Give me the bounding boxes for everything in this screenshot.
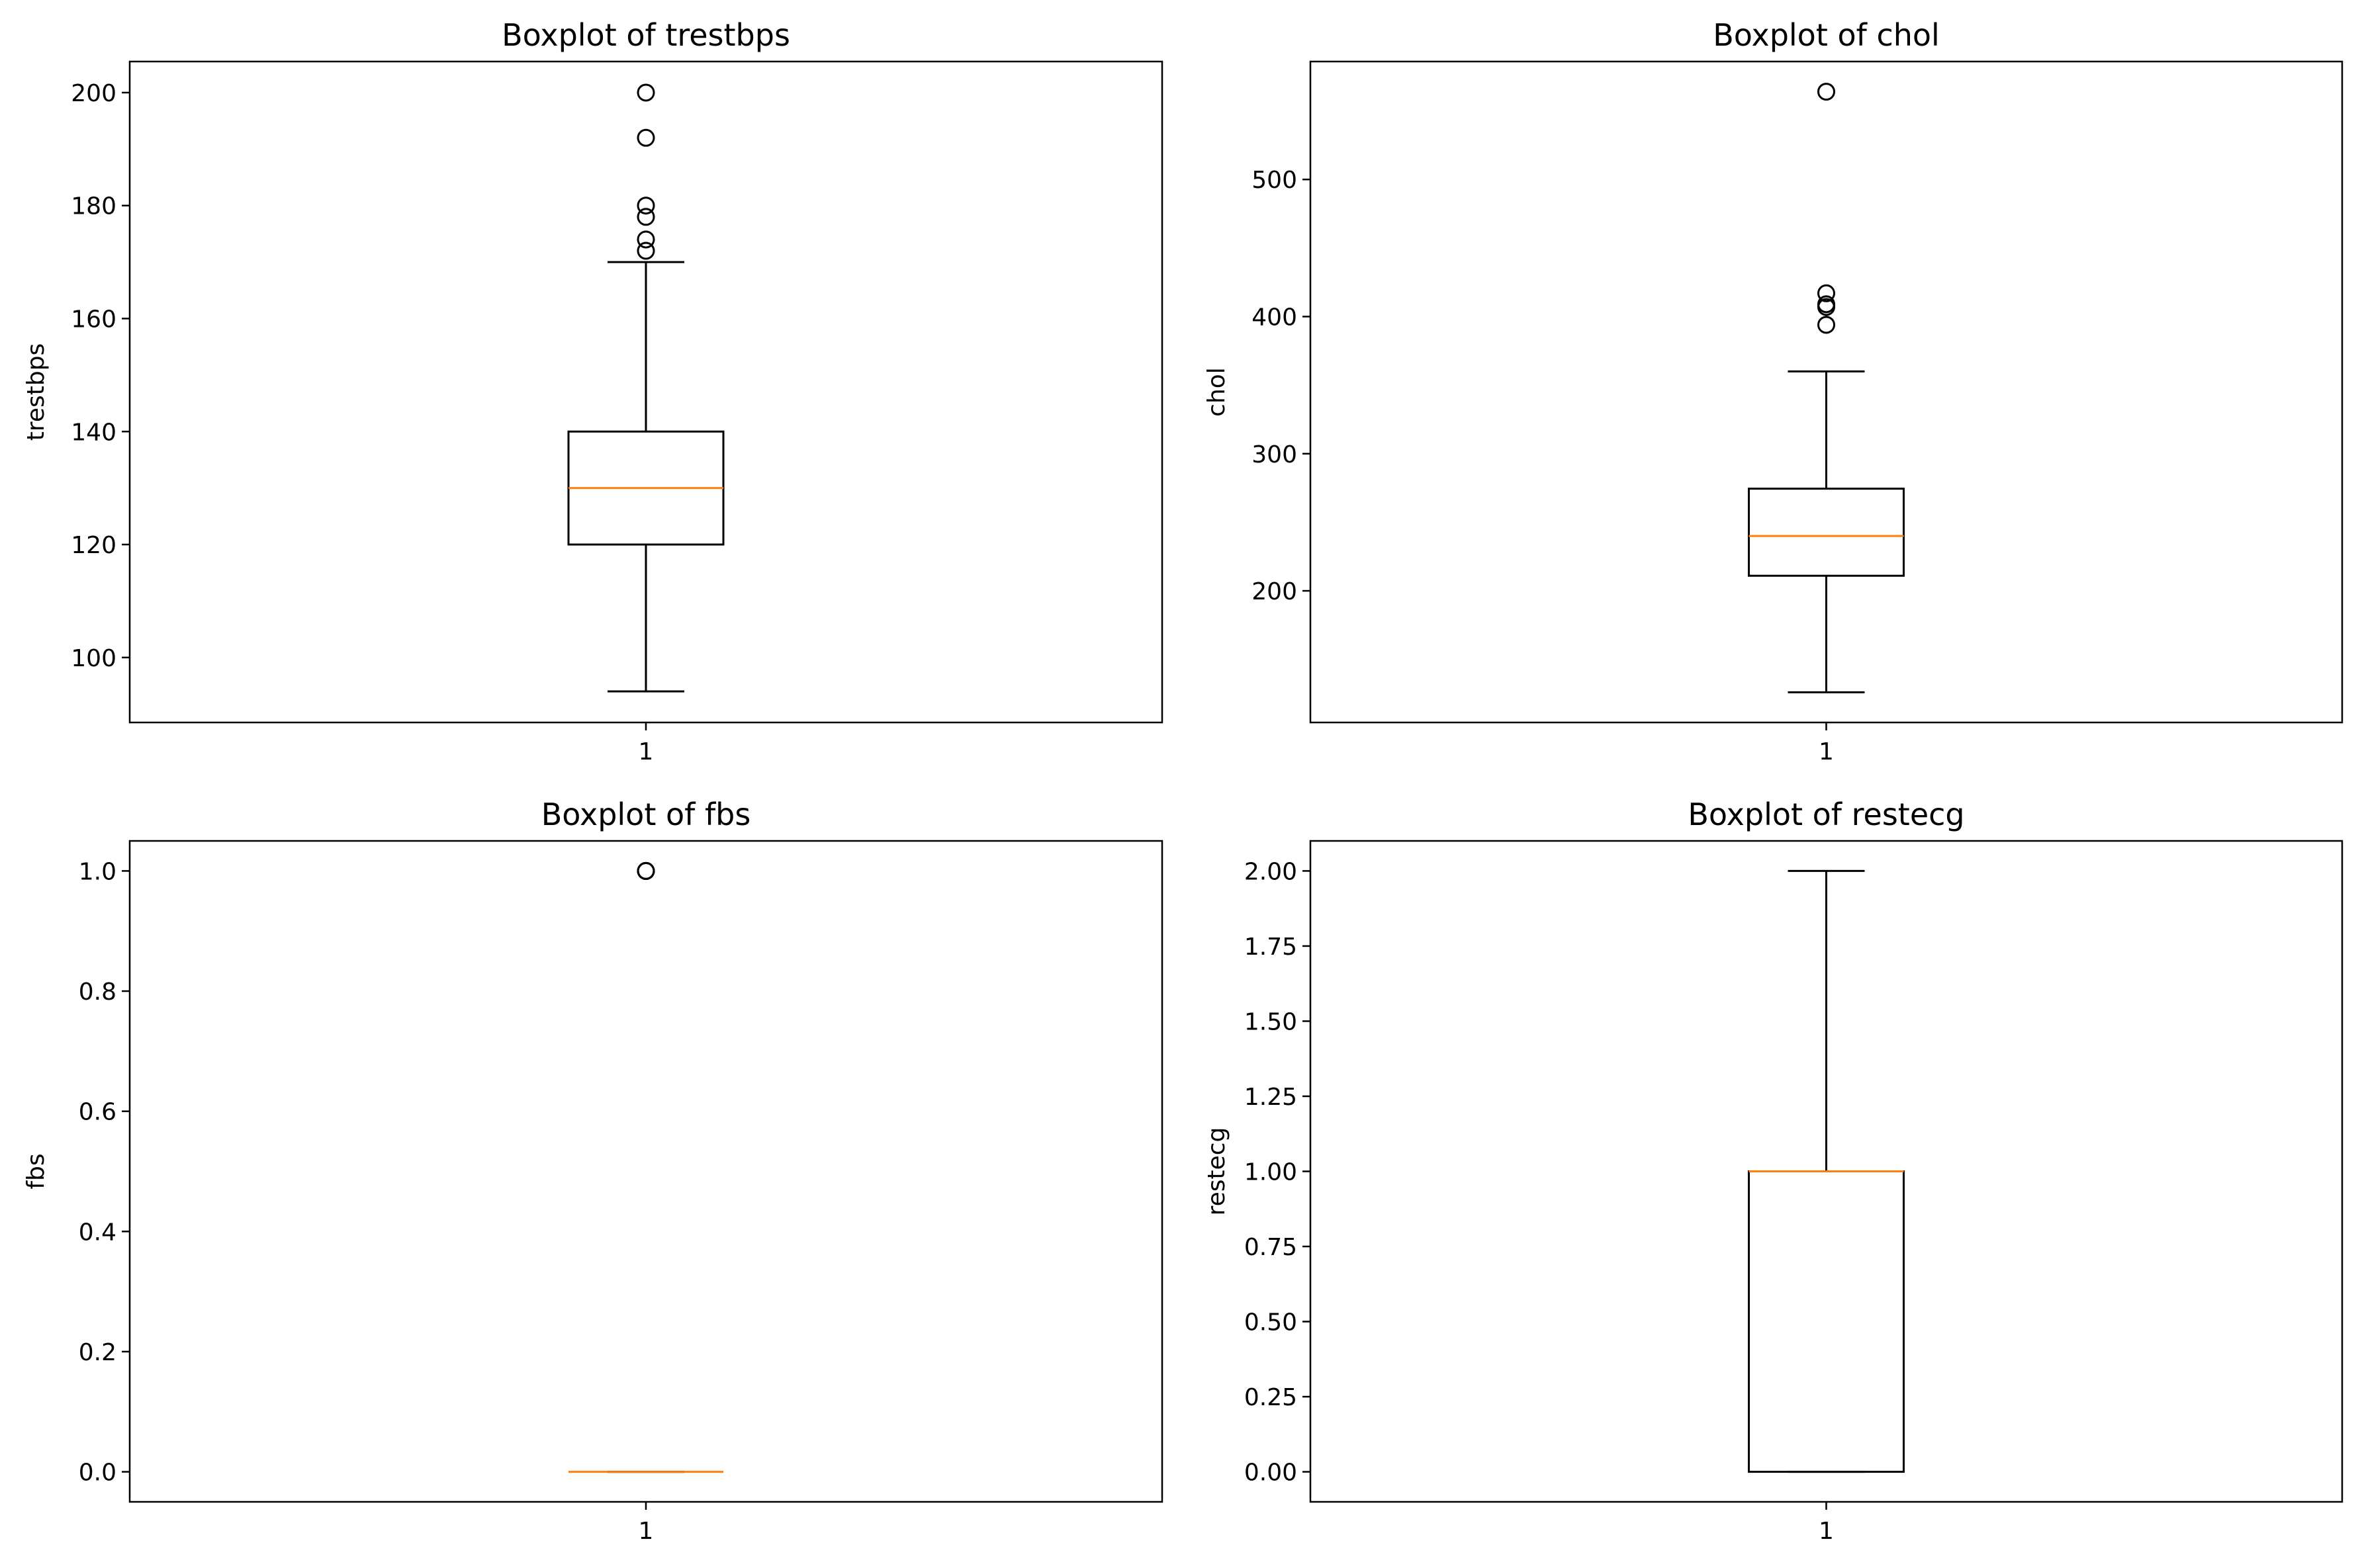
y-tick-label: 160 <box>71 306 116 333</box>
x-tick-label: 1 <box>639 1518 654 1545</box>
y-axis-label: chol <box>1203 367 1230 417</box>
axes-frame <box>128 60 1163 724</box>
iqr-box <box>1748 488 1905 577</box>
y-tick-label: 2.00 <box>1244 858 1297 885</box>
axes-frame <box>1309 60 2343 724</box>
outlier-point <box>1817 316 1835 334</box>
outlier-point <box>637 230 655 249</box>
x-tick-label: 1 <box>639 738 654 765</box>
y-tick-label: 0.75 <box>1244 1234 1297 1261</box>
y-tick-label: 120 <box>71 532 116 559</box>
y-tick-label: 180 <box>71 193 116 220</box>
subplot-3: Boxplot of fbs fbs 0.0 0.2 0.4 0.6 0.8 1.0 1 <box>23 797 1163 1545</box>
y-tick-label: 200 <box>71 80 116 107</box>
y-tick-label: 0.6 <box>79 1099 116 1126</box>
outlier-point <box>637 861 655 880</box>
axes-frame <box>128 840 1163 1503</box>
subplot-title: Boxplot of chol <box>1713 17 1940 53</box>
y-tick-label: 0.00 <box>1244 1459 1297 1487</box>
subplot-title: Boxplot of trestbps <box>502 17 790 53</box>
y-tick-label: 0.0 <box>79 1459 116 1487</box>
subplot-4: Boxplot of restecg restecg 0.00 0.25 0.50 0.7… <box>1203 797 2343 1545</box>
y-axis-label: restecg <box>1203 1127 1230 1216</box>
x-tick-label: 1 <box>1819 738 1834 765</box>
y-tick-label: 500 <box>1251 167 1297 194</box>
y-tick-label: 0.50 <box>1244 1309 1297 1336</box>
outlier-point <box>1817 284 1835 302</box>
subplot-2: Boxplot of chol chol 200 300 400 500 1 <box>1203 17 2343 765</box>
y-tick-label: 200 <box>1251 578 1297 605</box>
outlier-point <box>1817 83 1835 101</box>
y-tick-label: 1.25 <box>1244 1084 1297 1111</box>
y-tick-label: 0.8 <box>79 979 116 1006</box>
y-tick-label: 100 <box>71 645 116 672</box>
y-tick-label: 0.25 <box>1244 1384 1297 1411</box>
x-tick-label: 1 <box>1819 1518 1834 1545</box>
subplot-title: Boxplot of restecg <box>1688 797 1964 832</box>
y-tick-label: 140 <box>71 419 116 446</box>
y-tick-label: 400 <box>1251 304 1297 331</box>
y-tick-label: 1.75 <box>1244 934 1297 961</box>
outlier-point <box>637 83 655 102</box>
axes-frame <box>1309 840 2343 1503</box>
y-tick-label: 300 <box>1251 441 1297 468</box>
subplot-1: Boxplot of trestbps trestbps 100 120 140 160 1… <box>23 17 1163 765</box>
y-tick-label: 0.2 <box>79 1339 116 1366</box>
outlier-point <box>1817 295 1835 314</box>
y-tick-label: 1.50 <box>1244 1008 1297 1035</box>
outlier-point <box>637 208 655 226</box>
outlier-point <box>637 196 655 215</box>
subplot-title: Boxplot of fbs <box>541 797 751 832</box>
outlier-point <box>637 128 655 147</box>
y-axis-label: trestbps <box>23 343 50 441</box>
outlier-point <box>637 241 655 260</box>
y-tick-label: 1.0 <box>79 858 116 885</box>
y-tick-label: 0.4 <box>79 1219 116 1246</box>
y-tick-label: 1.00 <box>1244 1159 1297 1186</box>
y-axis-label: fbs <box>23 1153 50 1189</box>
